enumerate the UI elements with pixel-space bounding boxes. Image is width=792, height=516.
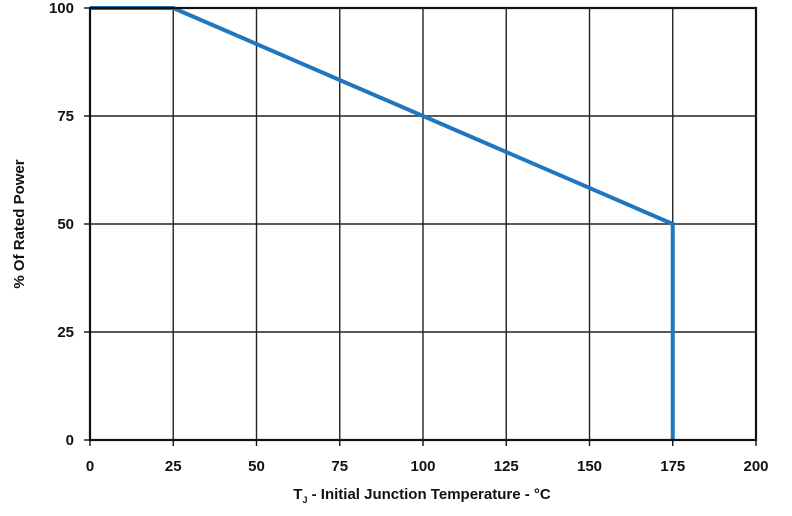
x-tick-label-5: 125 xyxy=(494,458,519,475)
x-tick-label-0: 0 xyxy=(86,458,94,475)
y-tick-label-1: 25 xyxy=(57,324,74,341)
x-tick-label-1: 25 xyxy=(165,458,182,475)
y-axis-title: % Of Rated Power xyxy=(11,159,28,288)
x-axis-title-subscript: J xyxy=(302,495,307,505)
tick-layer: 0 25 50 75 100 125 150 175 200 0 25 50 75 100 xyxy=(49,0,769,475)
grid-layer xyxy=(89,7,757,441)
x-tick-label-6: 150 xyxy=(577,458,602,475)
y-tick-label-4: 100 xyxy=(49,0,74,17)
y-tick-label-3: 75 xyxy=(57,108,74,125)
x-axis-title-rest: - Initial Junction Temperature - °C xyxy=(307,486,550,503)
x-tick-label-7: 175 xyxy=(660,458,685,475)
x-tick-label-4: 100 xyxy=(410,458,435,475)
x-tick-label-3: 75 xyxy=(331,458,348,475)
x-tick-label-8: 200 xyxy=(743,458,768,475)
y-tick-label-2: 50 xyxy=(57,216,74,233)
x-tick-label-2: 50 xyxy=(248,458,265,475)
x-axis-title: TJ - Initial Junction Temperature - °C xyxy=(293,486,551,505)
y-tick-label-0: 0 xyxy=(66,432,74,449)
x-axis-title-main: T xyxy=(293,486,302,503)
